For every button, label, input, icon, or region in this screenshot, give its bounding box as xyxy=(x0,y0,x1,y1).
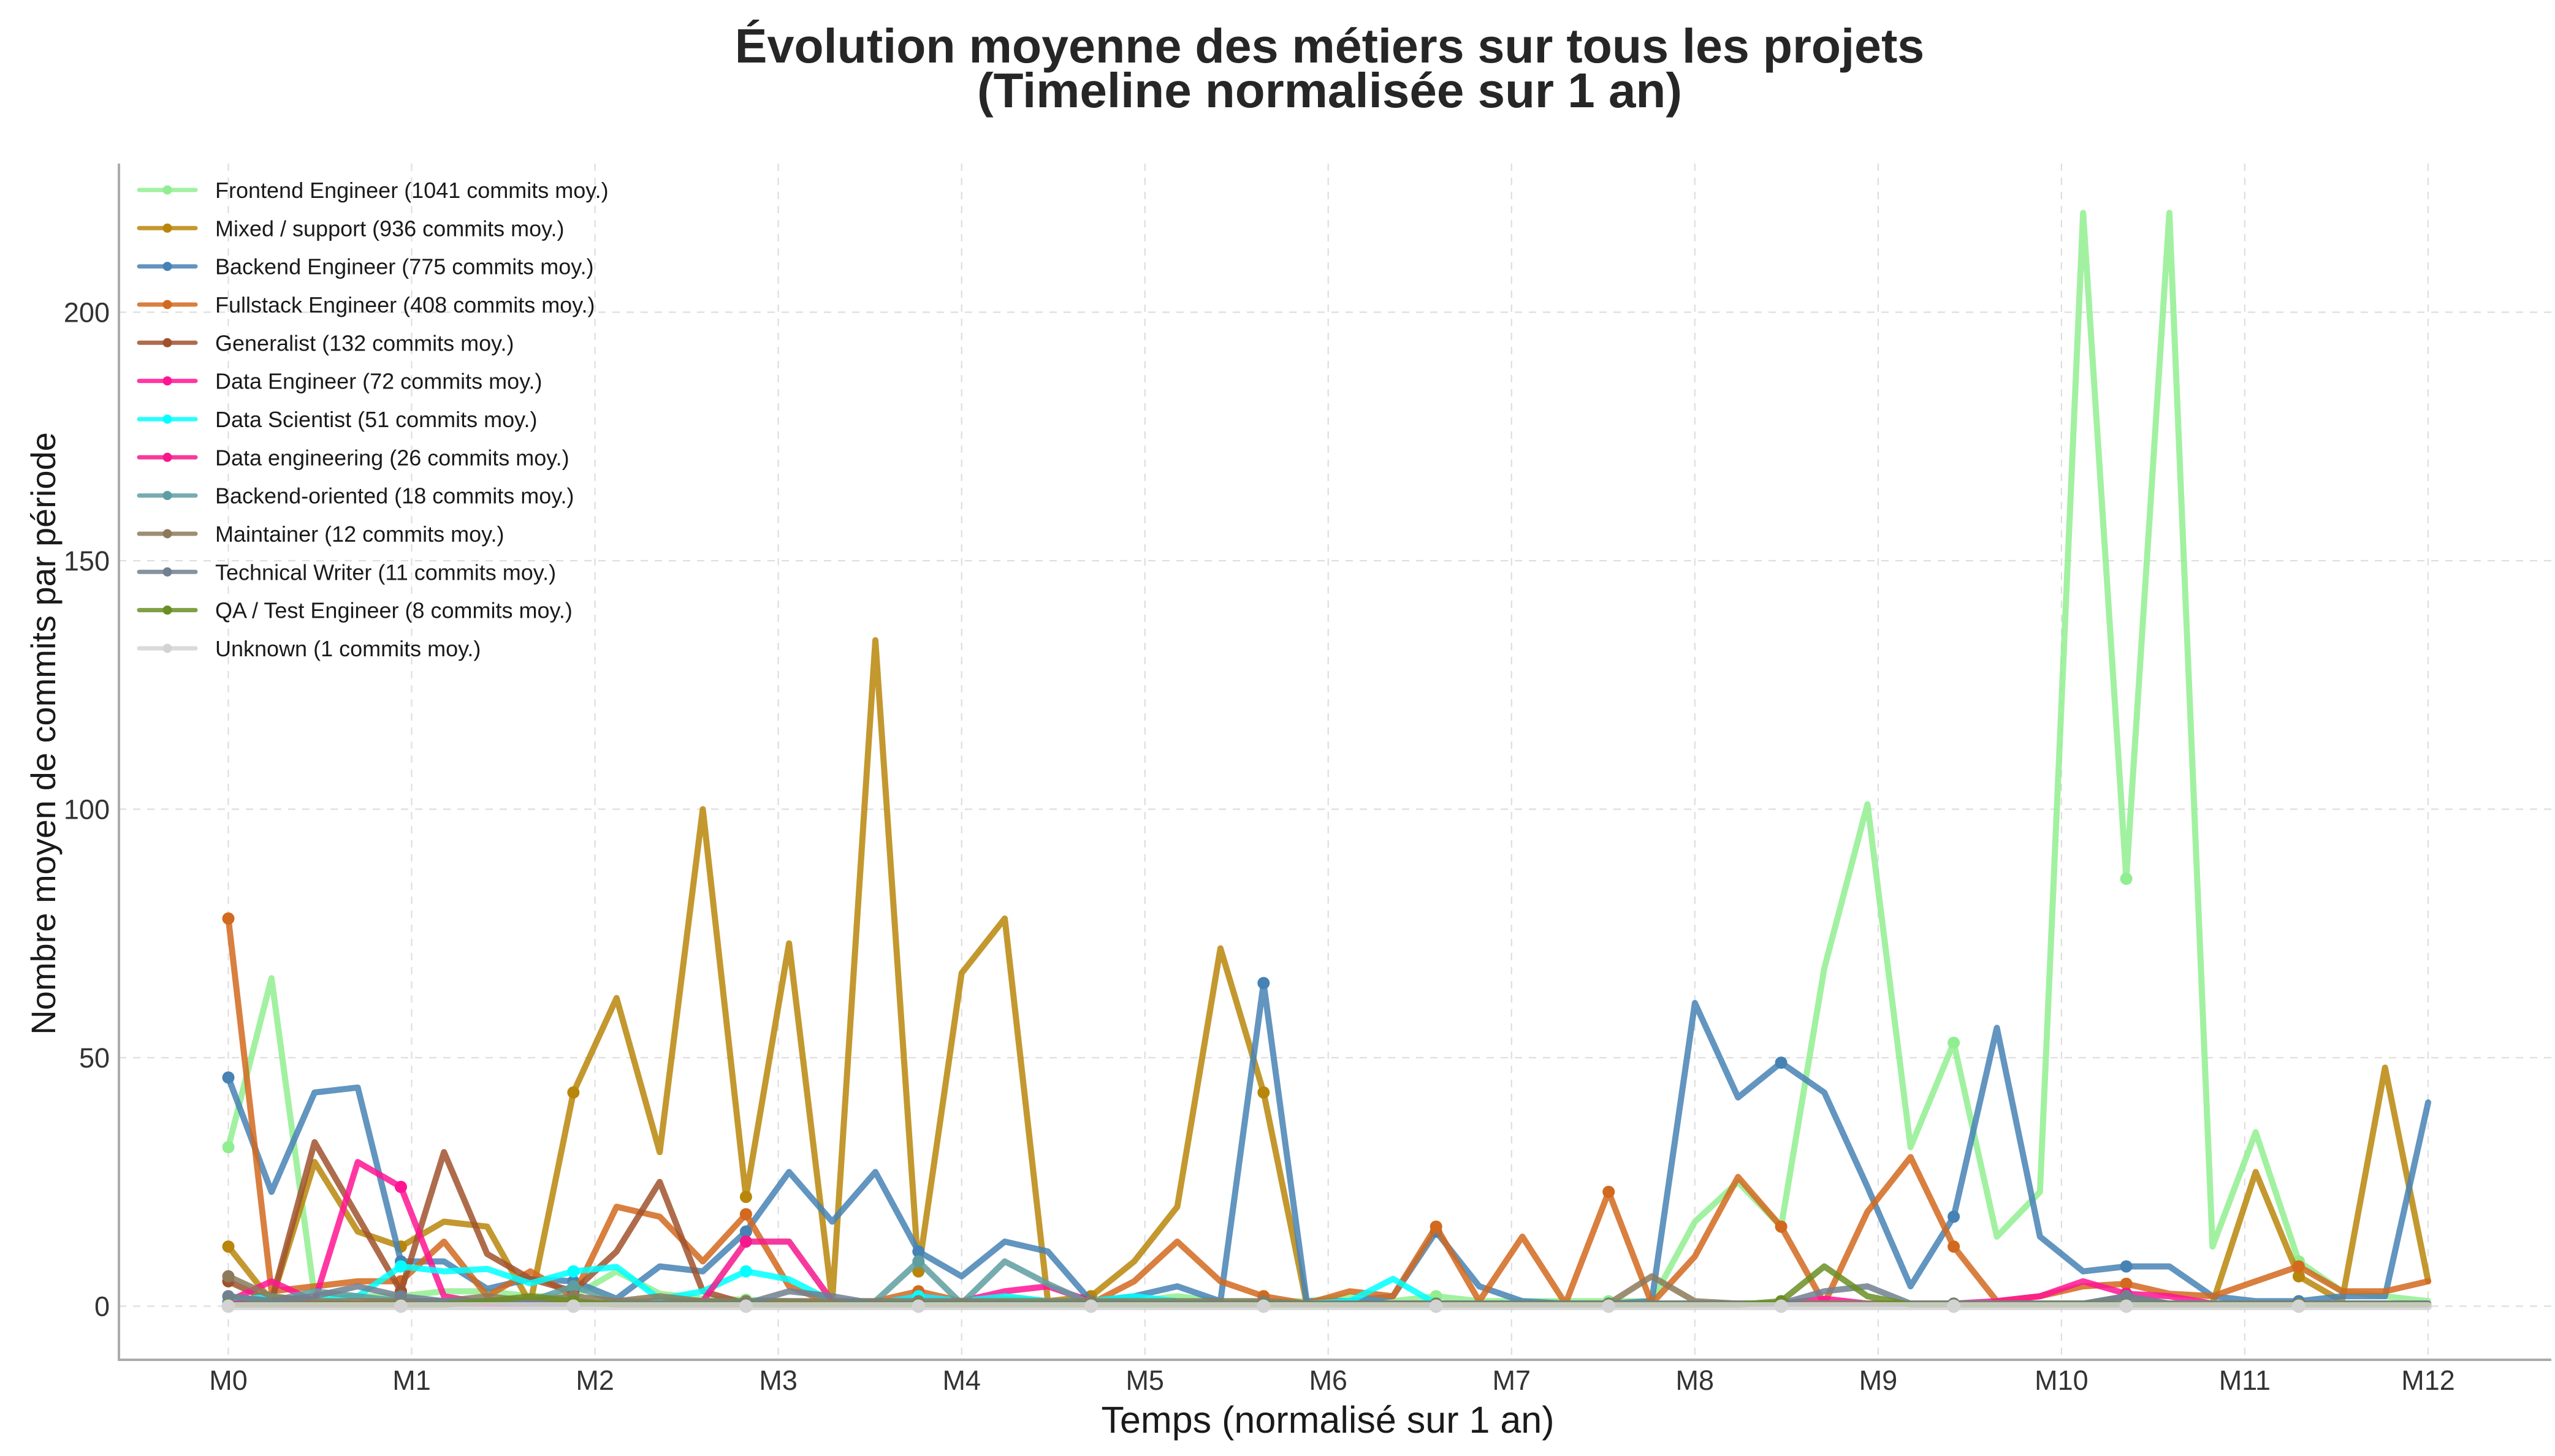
svg-text:Backend Engineer (775 commits: Backend Engineer (775 commits moy.) xyxy=(215,254,594,279)
svg-text:Unknown (1 commits moy.): Unknown (1 commits moy.) xyxy=(215,636,481,661)
svg-text:Temps (normalisé sur 1 an): Temps (normalisé sur 1 an) xyxy=(1101,1399,1554,1441)
svg-text:Nombre moyen de commits par pé: Nombre moyen de commits par période xyxy=(24,432,63,1035)
svg-text:M11: M11 xyxy=(2219,1365,2271,1396)
svg-text:M3: M3 xyxy=(759,1365,798,1396)
svg-text:M9: M9 xyxy=(1859,1365,1898,1396)
svg-text:0: 0 xyxy=(94,1291,110,1322)
svg-text:200: 200 xyxy=(64,297,110,328)
svg-text:Frontend Engineer (1041 commit: Frontend Engineer (1041 commits moy.) xyxy=(215,178,609,203)
svg-text:M10: M10 xyxy=(2035,1365,2089,1396)
svg-text:Maintainer (12 commits moy.): Maintainer (12 commits moy.) xyxy=(215,521,504,547)
svg-text:Data engineering (26 commits m: Data engineering (26 commits moy.) xyxy=(215,445,569,470)
svg-text:M6: M6 xyxy=(1309,1365,1347,1396)
svg-text:M1: M1 xyxy=(392,1365,431,1396)
svg-text:M5: M5 xyxy=(1125,1365,1164,1396)
svg-text:Technical Writer (11 commits m: Technical Writer (11 commits moy.) xyxy=(215,559,556,585)
svg-text:M2: M2 xyxy=(576,1365,614,1396)
svg-text:100: 100 xyxy=(64,794,110,825)
svg-text:Data Engineer (72 commits moy.: Data Engineer (72 commits moy.) xyxy=(215,369,543,394)
svg-text:M4: M4 xyxy=(942,1365,981,1396)
svg-text:Fullstack Engineer (408 commit: Fullstack Engineer (408 commits moy.) xyxy=(215,292,595,317)
svg-text:Backend-oriented (18 commits m: Backend-oriented (18 commits moy.) xyxy=(215,483,574,509)
svg-text:50: 50 xyxy=(79,1042,110,1074)
svg-text:M12: M12 xyxy=(2401,1365,2455,1396)
svg-text:(Timeline normalisée sur 1 an): (Timeline normalisée sur 1 an) xyxy=(977,63,1682,118)
svg-text:M0: M0 xyxy=(209,1365,248,1396)
svg-text:Évolution moyenne des métiers: Évolution moyenne des métiers sur tous l… xyxy=(735,18,1924,73)
svg-text:Mixed / support (936 commits m: Mixed / support (936 commits moy.) xyxy=(215,216,565,241)
svg-text:M7: M7 xyxy=(1493,1365,1531,1396)
svg-text:150: 150 xyxy=(64,545,110,577)
svg-text:Data Scientist (51 commits moy: Data Scientist (51 commits moy.) xyxy=(215,407,537,432)
svg-text:QA / Test Engineer (8 commits: QA / Test Engineer (8 commits moy.) xyxy=(215,598,573,623)
svg-text:Generalist (132 commits moy.): Generalist (132 commits moy.) xyxy=(215,330,514,355)
svg-text:M8: M8 xyxy=(1676,1365,1715,1396)
